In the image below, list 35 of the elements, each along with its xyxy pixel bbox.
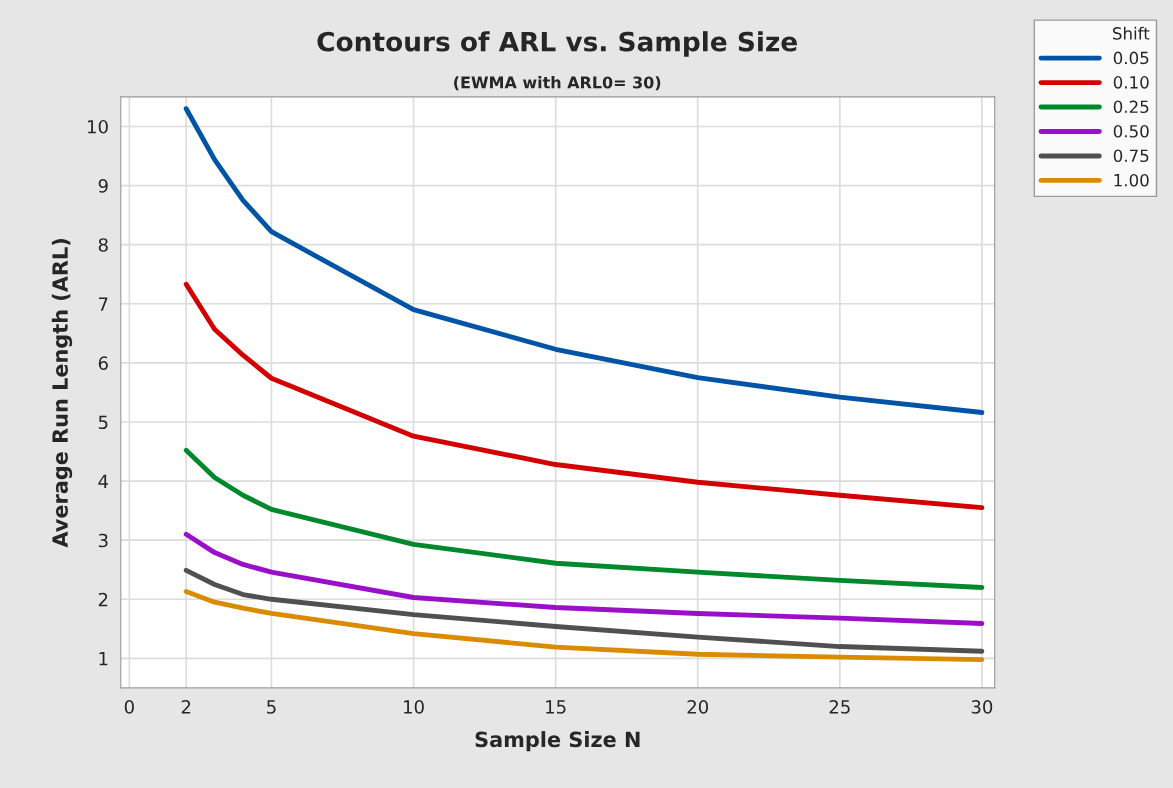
y-tick-label: 1 [99,652,108,666]
x-tick-label: 0 [124,700,134,714]
legend-label: 0.75 [1113,149,1149,163]
x-tick-label: 30 [971,700,993,714]
legend-label: 0.25 [1113,100,1149,114]
line-series [183,567,985,654]
y-tick-label: 9 [98,179,108,193]
legend-title: Shift [1113,26,1150,40]
x-tick-label: 20 [687,700,709,714]
y-tick-label: 6 [98,356,108,370]
x-tick-label: 15 [546,700,566,714]
line-series [183,531,985,626]
legend-label: 0.10 [1113,76,1149,89]
y-tick-label: 10 [88,119,108,134]
y-tick-label: 2 [98,592,108,607]
legend-label: 0.05 [1113,51,1149,65]
y-axis-title: Average Run Length (ARL) [51,239,73,548]
x-axis-title: Sample Size N [475,731,640,752]
line-series [183,589,985,662]
legend-label: 0.50 [1113,124,1149,138]
line-series [183,281,985,511]
line-series [183,447,985,590]
y-tick-label: 8 [98,238,108,252]
y-tick-label: 4 [98,474,108,488]
x-tick-label: 10 [404,700,424,714]
legend-label: 1.00 [1114,173,1149,187]
x-tick-label: 5 [267,700,276,714]
x-tick-label: 2 [181,700,191,714]
y-tick-label: 3 [98,533,108,548]
x-tick-label: 25 [829,700,850,714]
y-tick-label: 5 [98,415,108,430]
chart-title: Contours of ARL vs. Sample Size [317,31,797,57]
line-series [183,106,985,415]
chart-subtitle: (EWMA with ARL0= 30) [454,76,661,91]
y-tick-label: 7 [99,297,108,311]
